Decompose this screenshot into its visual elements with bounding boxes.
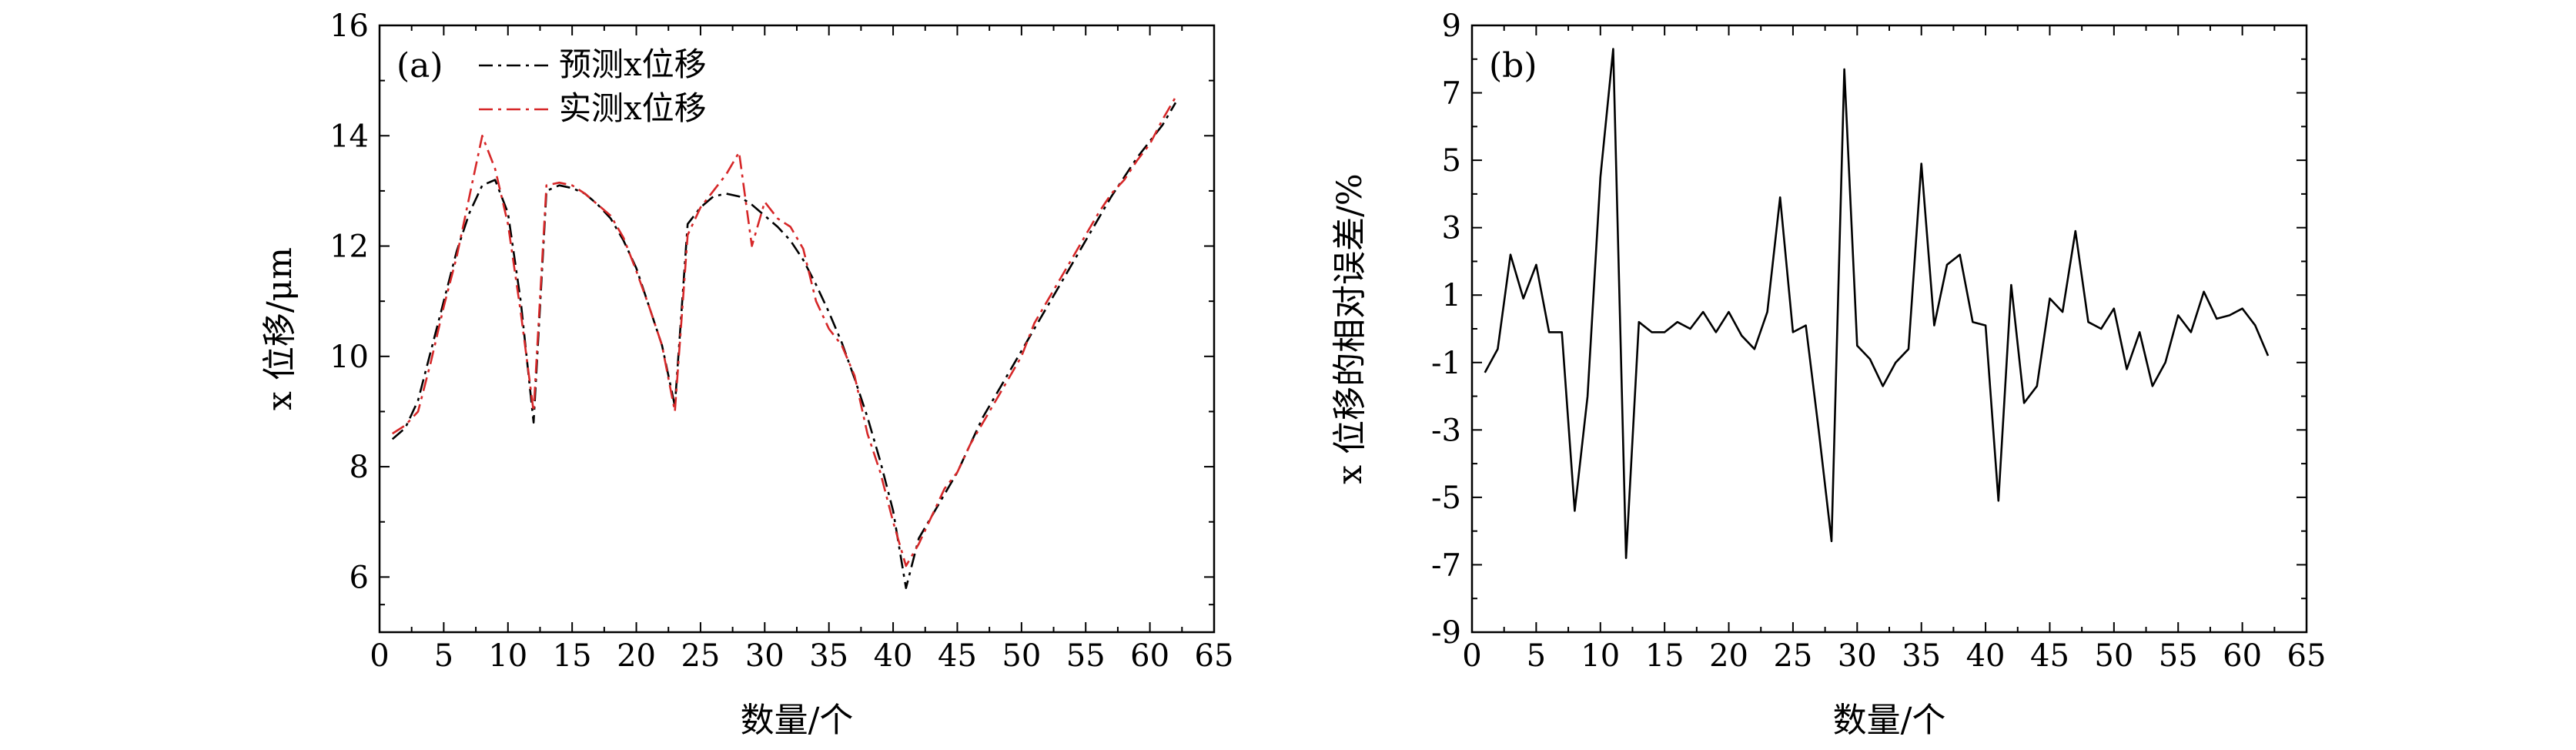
panel-a-x-tick-label: 30 [745, 638, 785, 674]
panel-b-x-tick-label: 65 [2287, 638, 2327, 674]
panel-b-x-tick-label: 0 [1462, 638, 1481, 674]
panel-a-y-tick-label: 14 [330, 119, 369, 154]
panel-a-x-tick-label: 45 [938, 638, 977, 674]
panel-b-y-tick-label: -9 [1431, 615, 1461, 651]
panel-b-y-tick-label: -3 [1431, 413, 1461, 448]
panel-a-x-tick-label: 20 [617, 638, 656, 674]
panel-a-series-line-0 [391, 102, 1177, 590]
panel-a-x-tick-label: 35 [809, 638, 848, 674]
panel-b-y-tick-label: 7 [1442, 76, 1461, 112]
panel-a-x-tick-label: 40 [874, 638, 913, 674]
panel-a-x-tick-label: 60 [1130, 638, 1169, 674]
panel-a: 0 5 10 15 20 25 30 35 40 45 50 55 60 65 6 8 10 12 14 16 (a)… [260, 8, 1233, 740]
panel-b-label: (b) [1489, 46, 1537, 85]
panel-b-y-tick-label: 3 [1442, 211, 1461, 246]
panel-a-y-tick-label: 12 [330, 229, 369, 265]
panel-b-y-tick-label: -1 [1431, 346, 1461, 381]
panel-a-ticks: 0 5 10 15 20 25 30 35 40 45 50 55 60 65 6 8 10 12 14 16 [330, 8, 1233, 674]
panel-b-series-group [1484, 48, 2270, 560]
panel-a-x-tick-label: 10 [488, 638, 527, 674]
legend-label-predicted: 预测x位移 [559, 45, 707, 83]
panel-a-y-tick-label: 10 [330, 340, 369, 375]
panel-a-y-tick-label: 6 [350, 560, 369, 595]
panel-b-x-tick-label: 50 [2094, 638, 2133, 674]
panel-a-x-tick-label: 50 [1002, 638, 1041, 674]
panel-b-y-tick-label: -5 [1431, 480, 1461, 516]
panel-b-x-axis-title: 数量/个 [1833, 701, 1946, 740]
panel-b-series-line-0 [1484, 48, 2270, 560]
panel-b-y-tick-label: 5 [1442, 143, 1461, 179]
panel-b-y-tick-label: 1 [1442, 278, 1461, 313]
panel-a-label: (a) [396, 46, 443, 85]
panel-b-x-tick-label: 10 [1581, 638, 1620, 674]
panel-b-x-tick-label: 60 [2223, 638, 2262, 674]
panel-a-x-tick-label: 65 [1195, 638, 1234, 674]
panel-a-x-axis-title: 数量/个 [741, 701, 854, 740]
panel-a-y-axis-title: x 位移/μm [260, 247, 299, 410]
panel-a-y-tick-label: 16 [330, 8, 369, 44]
panel-b-y-tick-label: 9 [1442, 8, 1461, 44]
panel-a-series-group [391, 96, 1177, 590]
panel-b-x-tick-label: 5 [1527, 638, 1546, 674]
panel-a-x-tick-label: 0 [370, 638, 389, 674]
panel-b-x-tick-label: 25 [1773, 638, 1812, 674]
legend-label-measured: 实测x位移 [559, 89, 707, 127]
panel-a-x-tick-label: 55 [1066, 638, 1106, 674]
panel-b-y-tick-label: -7 [1431, 547, 1461, 583]
panel-b-x-tick-label: 40 [1966, 638, 2006, 674]
panel-b-x-tick-label: 45 [2030, 638, 2069, 674]
panel-a-x-tick-label: 5 [434, 638, 453, 674]
panel-a-x-tick-label: 15 [553, 638, 592, 674]
panel-a-legend: 预测x位移 实测x位移 [479, 45, 707, 127]
panel-b-ticks: 0 5 10 15 20 25 30 35 40 45 50 55 60 65-9-7-5-3-11357… [1431, 8, 2326, 674]
panel-b-x-tick-label: 55 [2159, 638, 2198, 674]
panel-b-x-tick-label: 35 [1902, 638, 1941, 674]
panel-b-x-tick-label: 30 [1838, 638, 1877, 674]
panel-b-y-axis-title: x 位移的相对误差/% [1330, 173, 1370, 484]
panel-a-x-tick-label: 25 [681, 638, 720, 674]
panel-b: 0 5 10 15 20 25 30 35 40 45 50 55 60 65-9-7-5-3-11357… [1330, 8, 2326, 740]
panel-a-y-tick-label: 8 [350, 450, 369, 485]
panel-b-x-tick-label: 20 [1709, 638, 1748, 674]
panel-b-x-tick-label: 15 [1645, 638, 1684, 674]
